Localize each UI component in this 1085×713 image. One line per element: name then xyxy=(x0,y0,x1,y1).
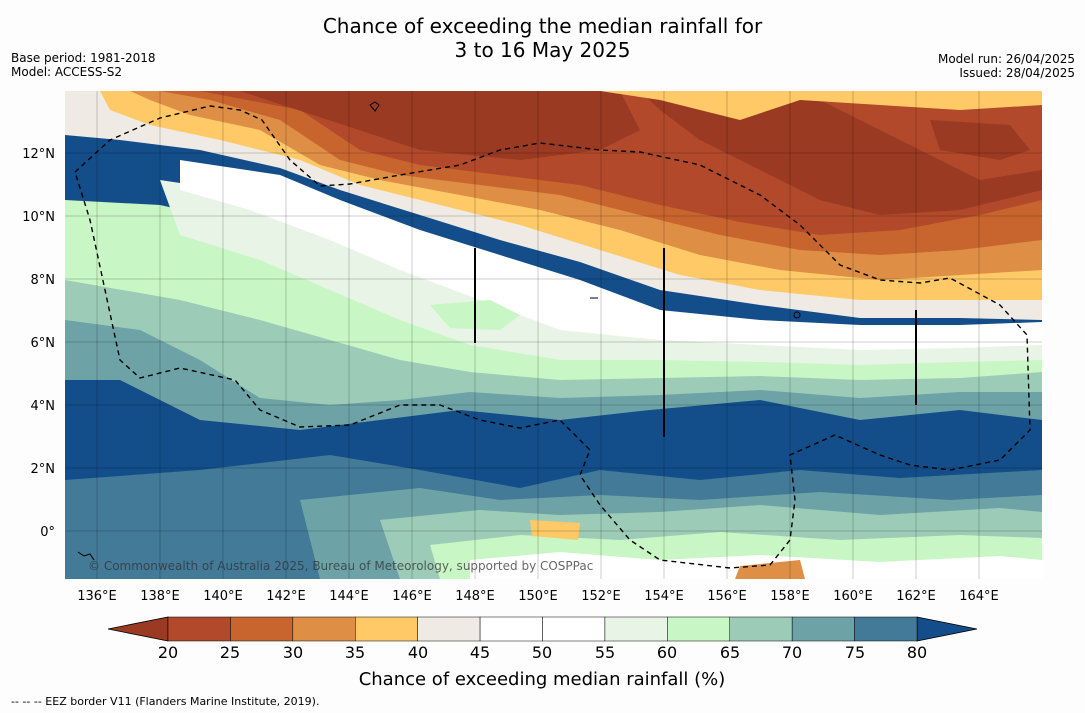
model-run: Model run: 26/04/2025 xyxy=(937,52,1075,66)
map-title-line1: Chance of exceeding the median rainfall … xyxy=(322,14,763,38)
lon-label-164E: 164°E xyxy=(959,589,999,604)
lon-label-156E: 156°E xyxy=(707,589,747,604)
colorbar-tick-80: 80 xyxy=(907,643,927,662)
colorbar-segment xyxy=(542,616,606,642)
colorbar-segment xyxy=(729,616,793,642)
lon-label-136E: 136°E xyxy=(77,589,117,604)
colorbar-tick-65: 65 xyxy=(720,643,740,662)
colorbar-tick-20: 20 xyxy=(158,643,178,662)
eez-border xyxy=(74,105,1031,569)
colorbar-tick-60: 60 xyxy=(657,643,677,662)
colorbar-segment xyxy=(292,616,356,642)
lat-label-0: 0° xyxy=(40,525,55,540)
lon-label-138E: 138°E xyxy=(140,589,180,604)
colorbar-segment xyxy=(355,616,418,642)
colorbar-tick-50: 50 xyxy=(532,643,552,662)
colorbar-extend-high xyxy=(916,616,978,642)
lon-label-144E: 144°E xyxy=(329,589,369,604)
colorbar-tick-45: 45 xyxy=(470,643,490,662)
region-markers xyxy=(474,248,917,437)
colorbar-segment xyxy=(604,616,668,642)
lon-label-150E: 150°E xyxy=(518,589,558,604)
colorbar-segment xyxy=(417,616,481,642)
graticule xyxy=(65,91,1042,579)
rainfall-field xyxy=(65,91,1042,579)
colorbar-segment xyxy=(791,616,855,642)
lon-label-140E: 140°E xyxy=(203,589,243,604)
colorbar-tick-35: 35 xyxy=(345,643,365,662)
lon-label-154E: 154°E xyxy=(644,589,684,604)
colorbar-segment xyxy=(854,616,918,642)
lon-label-160E: 160°E xyxy=(833,589,873,604)
colorbar-tick-40: 40 xyxy=(408,643,428,662)
lat-label-8N: 8°N xyxy=(31,273,56,288)
base-period: Base period: 1981-2018 xyxy=(11,51,156,65)
lon-label-142E: 142°E xyxy=(266,589,306,604)
lon-label-162E: 162°E xyxy=(896,589,936,604)
eez-footnote: -- -- -- EEZ border V11 (Flanders Marine… xyxy=(11,695,320,708)
colorbar-tick-25: 25 xyxy=(220,643,240,662)
lon-label-148E: 148°E xyxy=(455,589,495,604)
colorbar-segment xyxy=(167,616,231,642)
colorbar-title: Chance of exceeding median rainfall (%) xyxy=(359,669,726,690)
run-info: Model run: 26/04/2025 Issued: 28/04/2025 xyxy=(938,52,1075,80)
lat-label-10N: 10°N xyxy=(22,210,55,225)
lat-label-4N: 4°N xyxy=(31,399,56,414)
colorbar-segment xyxy=(479,616,543,642)
lat-label-12N: 12°N xyxy=(22,147,55,162)
map-title: Chance of exceeding the median rainfall … xyxy=(0,14,1085,62)
lon-label-152E: 152°E xyxy=(581,589,621,604)
lon-label-146E: 146°E xyxy=(392,589,432,604)
colorbar-tick-55: 55 xyxy=(595,643,615,662)
colorbar-tick-30: 30 xyxy=(283,643,303,662)
model-info: Base period: 1981-2018 Model: ACCESS-S2 xyxy=(11,51,156,79)
colorbar xyxy=(107,616,978,642)
colorbar-tick-70: 70 xyxy=(782,643,802,662)
colorbar-segment xyxy=(230,616,294,642)
colorbar-extend-low xyxy=(107,616,169,642)
lat-label-6N: 6°N xyxy=(31,336,56,351)
model-name: Model: ACCESS-S2 xyxy=(11,65,123,79)
islands xyxy=(77,101,801,561)
colorbar-segment xyxy=(667,616,730,642)
issued-date: Issued: 28/04/2025 xyxy=(959,66,1075,80)
colorbar-tick-75: 75 xyxy=(845,643,865,662)
copyright-text: © Commonwealth of Australia 2025, Bureau… xyxy=(88,559,593,573)
lon-label-158E: 158°E xyxy=(770,589,810,604)
map-title-line2: 3 to 16 May 2025 xyxy=(454,38,631,62)
lat-label-2N: 2°N xyxy=(31,462,56,477)
